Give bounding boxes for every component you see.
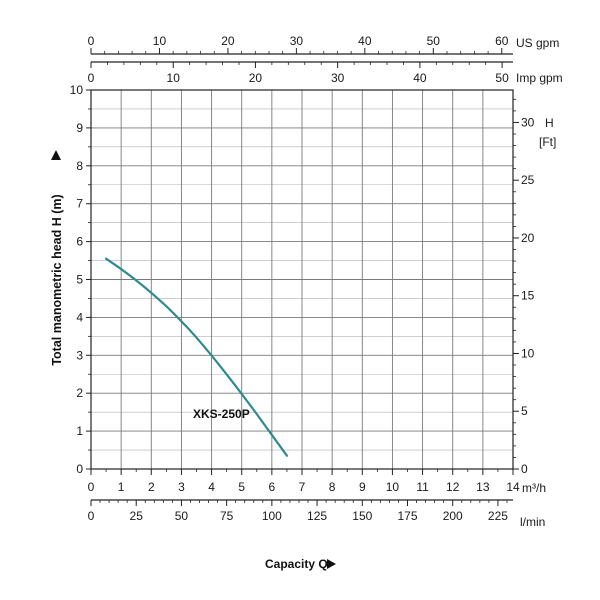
y-tick-label: 7: [76, 197, 83, 211]
l-min-axis-tick-label: 0: [88, 509, 95, 523]
l-min-axis-tick-label: 150: [352, 509, 372, 523]
x-tick-label: 13: [476, 480, 490, 494]
x-tick-label: 10: [386, 480, 400, 494]
y-tick-label: 8: [76, 159, 83, 173]
x-axis-title-arrow-icon: [327, 559, 336, 569]
us-gpm-axis-tick-label: 0: [88, 34, 95, 48]
y-tick-label: 6: [76, 235, 83, 249]
x-tick-label: 3: [178, 480, 185, 494]
x-tick-label: 9: [359, 480, 366, 494]
ft-unit-label-ft: [Ft]: [539, 135, 556, 149]
us-gpm-axis-tick-label: 10: [153, 34, 167, 48]
l-min-unit-label: l/min: [520, 515, 545, 529]
x-tick-label: 1: [118, 480, 125, 494]
us-gpm-unit-label: US gpm: [516, 36, 559, 50]
l-min-axis-tick-label: 125: [307, 509, 327, 523]
x-axis-title: Capacity Q: [265, 557, 328, 571]
x-tick-label: 5: [238, 480, 245, 494]
series-line-xks-250p: [105, 257, 288, 457]
l-min-axis-tick-label: 100: [262, 509, 282, 523]
imp-gpm-unit-label: Imp gpm: [516, 71, 563, 85]
x-tick-label: 6: [269, 480, 276, 494]
y-tick-label: 9: [76, 121, 83, 135]
x-tick-label: 2: [148, 480, 155, 494]
x-tick-label: 12: [446, 480, 460, 494]
imp-gpm-axis-tick-label: 30: [331, 71, 345, 85]
us-gpm-axis-tick-label: 50: [427, 34, 441, 48]
us-gpm-axis-tick-label: 60: [495, 34, 509, 48]
us-gpm-axis-tick-label: 20: [221, 34, 235, 48]
x-tick-label: 11: [416, 480, 429, 494]
us-gpm-axis-tick-label: 40: [358, 34, 372, 48]
y-tick-label: 3: [76, 348, 83, 362]
y-tick-label: 1: [76, 424, 83, 438]
x-tick-label: 0: [88, 480, 95, 494]
y-tick-label: 0: [76, 462, 83, 476]
ft-unit-label-h: H: [545, 116, 554, 130]
x-unit-label: m³/h: [522, 481, 546, 495]
y-tick-label: 5: [76, 273, 83, 287]
ft-tick-label: 25: [521, 173, 535, 187]
us-gpm-axis-tick-label: 30: [290, 34, 304, 48]
l-min-axis-tick-label: 200: [443, 509, 463, 523]
x-tick-label: 7: [299, 480, 306, 494]
ft-tick-label: 0: [521, 462, 528, 476]
l-min-axis-tick-label: 75: [220, 509, 234, 523]
ft-tick-label: 10: [521, 346, 535, 360]
l-min-axis-tick-label: 225: [488, 509, 508, 523]
y-axis-title: Total manometric head H (m): [50, 194, 64, 365]
l-min-axis-tick-label: 25: [130, 509, 144, 523]
l-min-axis-tick-label: 50: [175, 509, 189, 523]
x-tick-label: 4: [208, 480, 215, 494]
imp-gpm-axis-tick-label: 40: [413, 71, 427, 85]
ft-tick-label: 5: [521, 404, 528, 418]
series-layer: [105, 257, 288, 457]
x-tick-label: 8: [329, 480, 336, 494]
series-label: XKS-250P: [193, 407, 250, 421]
y-tick-label: 4: [76, 310, 83, 324]
imp-gpm-axis-tick-label: 0: [88, 71, 95, 85]
l-min-axis-tick-label: 175: [397, 509, 417, 523]
ft-tick-label: 20: [521, 231, 535, 245]
y-tick-label: 2: [76, 386, 83, 400]
y-tick-label: 10: [70, 83, 84, 97]
grid: [91, 90, 513, 469]
imp-gpm-axis-tick-label: 10: [167, 71, 181, 85]
imp-gpm-axis-tick-label: 20: [249, 71, 263, 85]
imp-gpm-axis-tick-label: 50: [495, 71, 509, 85]
x-tick-label: 14: [506, 480, 520, 494]
ft-tick-label: 15: [521, 289, 535, 303]
ft-tick-label: 30: [521, 115, 535, 129]
y-axis-title-arrow-icon: [51, 150, 61, 160]
